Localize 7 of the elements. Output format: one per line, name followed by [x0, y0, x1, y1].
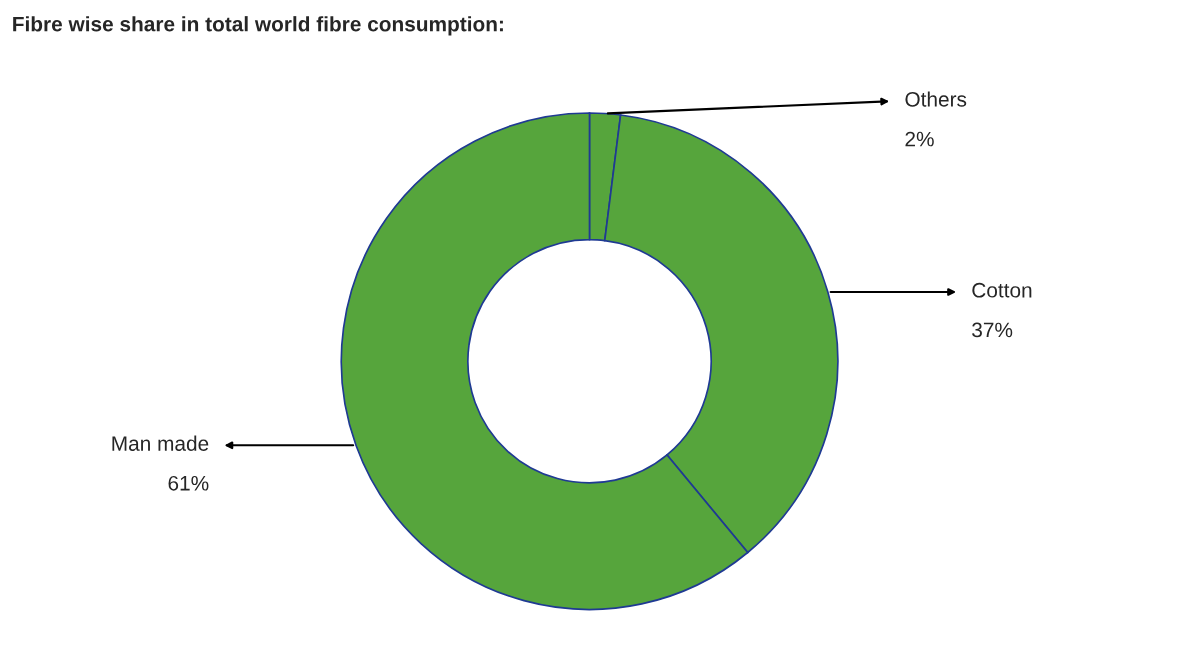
slice-label: Others — [905, 91, 967, 107]
data-label: 37% — [972, 322, 1013, 338]
data-label: 61% — [168, 475, 209, 491]
chart-title: Fibre wise share in total world fibre consumption: — [13, 16, 503, 36]
data-label: 2% — [905, 131, 934, 147]
slice-label: Man made — [112, 435, 209, 451]
slice-label: Cotton — [972, 282, 1032, 298]
